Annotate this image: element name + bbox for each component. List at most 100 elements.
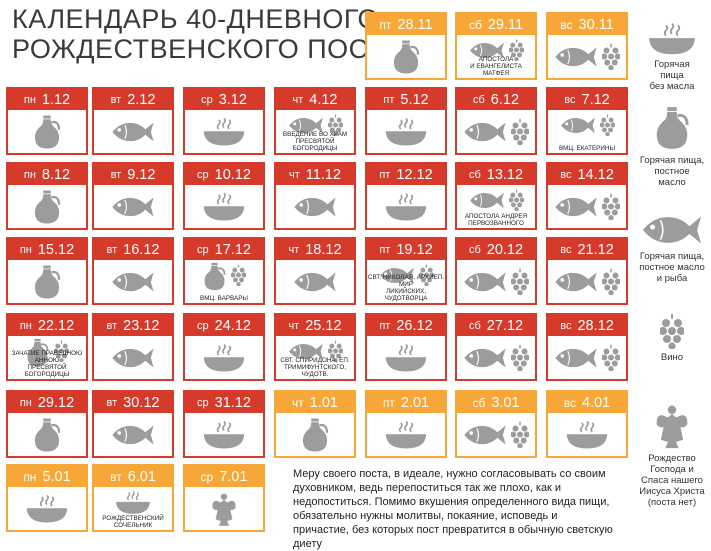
day-header: вт 30.12 [94,392,172,413]
day-header: чт 1.01 [276,392,354,413]
day-header: пт 12.12 [367,164,445,185]
day-date: 13.12 [486,166,524,183]
day-date: 26.12 [396,317,433,334]
day-of-week: сб [468,168,481,181]
day-header: сб 13.12 [457,164,535,185]
day-of-week: вс [560,17,573,32]
day-date: 4.01 [582,394,611,411]
bowl-icon [201,420,247,450]
holiday-note: ВМЦ. Варвары [200,295,248,302]
day-header: вс 7.12 [548,89,626,110]
day-cell: пт 26.12 [365,313,447,381]
day-cell: пн 22.12 Зачатие праведною Анною Пресвятой… [6,313,88,381]
day-header: сб 3.01 [457,392,535,413]
day-date: 4.12 [309,91,338,108]
day-header: сб 27.12 [457,315,535,336]
day-date: 7.01 [219,468,248,485]
legend-item: Рождество Господа и Спаса нашего Иисуса … [632,402,711,508]
legend-item: Горячая пища, постное масло [632,104,711,188]
day-of-week: ср [197,396,209,409]
day-date: 11.12 [305,166,341,183]
holiday-note: Свт. Спиридона, еп. Тримифунтского, чудо… [280,357,350,378]
day-header: вт 2.12 [94,89,172,110]
day-body [548,413,626,456]
fish-icon [111,345,155,371]
day-of-week: ср [200,469,214,484]
day-of-week: ср [197,319,209,332]
day-date: 6.12 [490,91,520,108]
day-body [367,35,445,78]
day-date: 2.01 [400,394,430,411]
jug-icon [25,337,50,368]
day-cell: сб 29.11 Апостола и евангелиста Матфея [455,12,537,80]
holiday-note: Рождественский сочельник [102,515,164,529]
day-cell: сб 20.12 [455,237,537,305]
fish-icon [293,194,337,220]
grapes-icon [509,39,524,61]
day-of-week: пт [379,168,391,181]
day-cell: вс 14.12 [546,162,628,230]
day-date: 29.11 [487,16,524,33]
fish-icon [463,422,507,448]
day-date: 5.01 [42,468,71,485]
day-header: чт 18.12 [276,239,354,260]
jug-icon [300,416,330,454]
day-header: пт 26.12 [367,315,445,336]
grapes-icon [600,114,615,136]
day-cell: вт 6.01 Рождественский сочельник [92,464,174,532]
fish-icon [111,269,155,295]
day-header: ср 7.01 [185,466,263,487]
day-of-week: чт [288,319,300,332]
day-date: 21.12 [577,241,614,258]
day-of-week: сб [468,17,482,32]
day-body [457,260,535,303]
jug-icon [32,416,62,454]
day-header: вс 28.12 [548,315,626,336]
day-of-week: чт [288,243,300,256]
day-cell: чт 11.12 [274,162,356,230]
day-header: пт 28.11 [367,14,445,35]
day-header: пт 5.12 [367,89,445,110]
bowl-icon [24,494,70,524]
day-body: Апостола Андрея Первозванного [457,185,535,228]
title-line-2: РОЖДЕСТВЕНСКОГО ПОСТА [12,34,403,64]
day-date: 28.12 [577,317,614,334]
day-header: ср 17.12 [185,239,263,260]
grapes-icon [231,264,246,286]
day-body [548,260,626,303]
day-cell: вс 28.12 [546,313,628,381]
day-header: ср 24.12 [185,315,263,336]
day-of-week: пн [19,319,32,332]
day-header: вт 16.12 [94,239,172,260]
holiday-note: Свт. Николая, архиеп. Мир Ликийских, чуд… [367,274,445,302]
day-date: 28.11 [397,16,433,33]
legend-label: Горячая пища, постное масло и рыба [639,251,705,284]
grapes-icon [511,421,529,448]
day-header: вс 14.12 [548,164,626,185]
day-body: ВМЦ. Екатерины [548,110,626,153]
day-of-week: чт [292,395,304,410]
day-header: чт 11.12 [276,164,354,185]
legend-label: Горячая пища, постное масло [639,155,705,188]
day-header: пн 8.12 [8,164,86,185]
day-header: чт 4.12 [276,89,354,110]
fish-icon [469,190,505,211]
grapes-icon [602,43,620,70]
day-date: 6.01 [127,468,156,485]
day-body [457,336,535,379]
day-of-week: сб [468,243,481,256]
day-cell: ср 31.12 [183,390,265,458]
day-cell: пн 1.12 [6,87,88,155]
day-date: 31.12 [214,394,251,411]
day-cell: сб 3.01 [455,390,537,458]
holiday-note: Апостола Андрея Первозванного [464,213,528,227]
fish-icon [463,269,507,295]
fish-icon [554,194,598,220]
day-cell: вс 7.12 ВМЦ. Екатерины [546,87,628,155]
info-text: Меру своего поста, в идеале, нужно согла… [293,468,613,550]
angel-icon [632,402,711,450]
holiday-note: Апостола и евангелиста Матфея [470,56,522,77]
day-header: вс 30.11 [548,14,626,35]
day-header: ср 10.12 [185,164,263,185]
day-date: 10.12 [214,166,251,183]
